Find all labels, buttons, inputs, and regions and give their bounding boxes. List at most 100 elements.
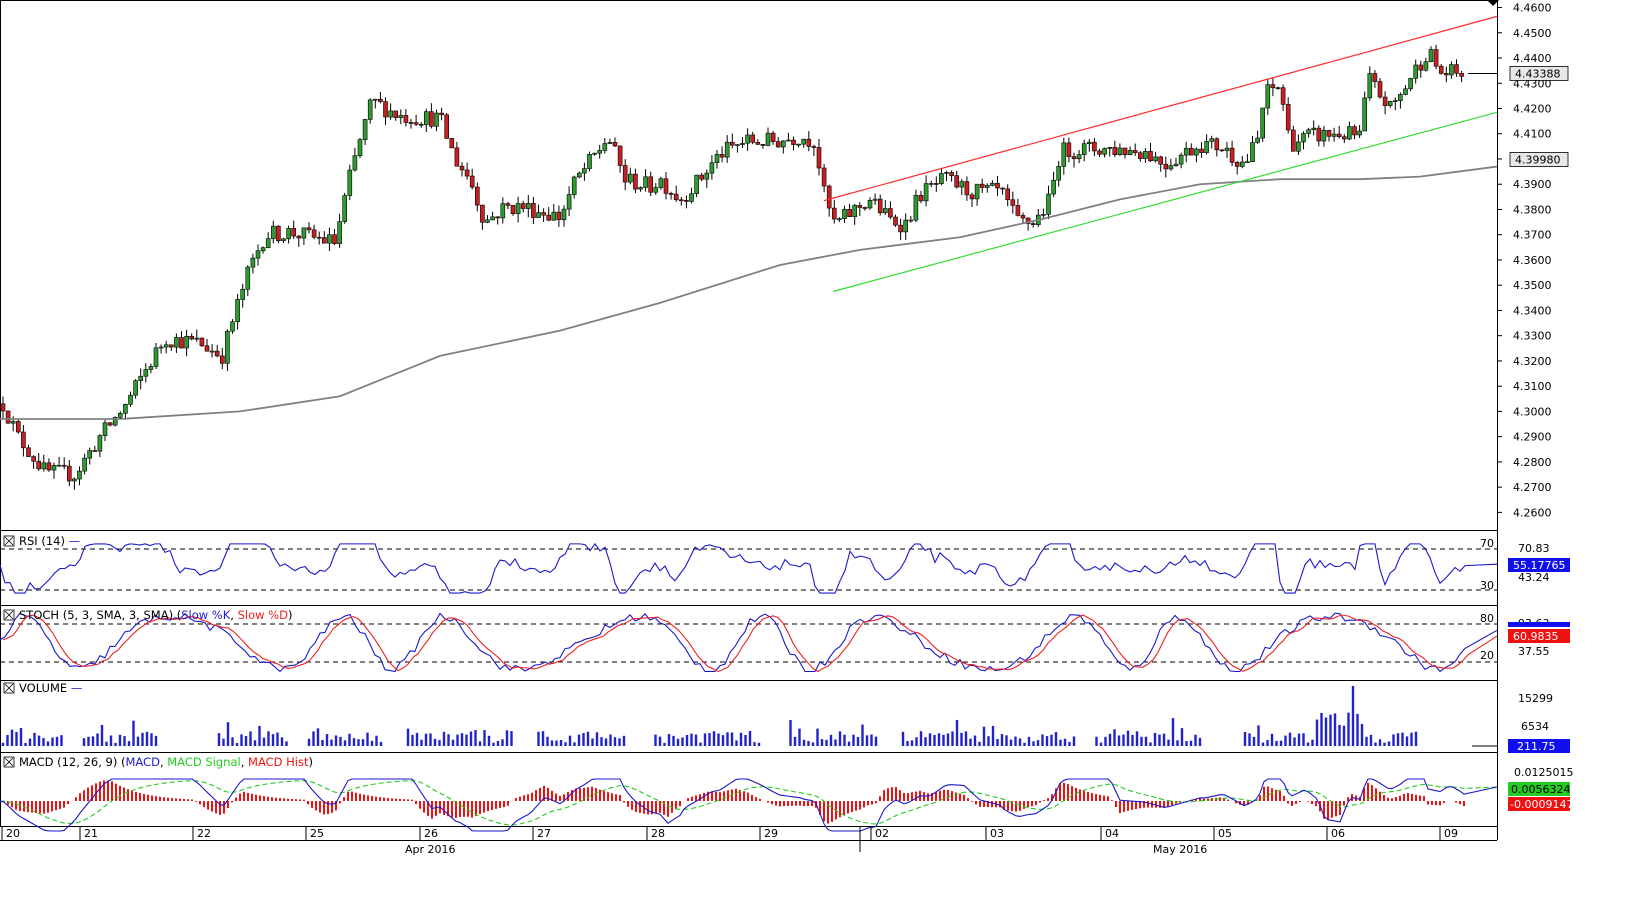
macd-hist-bar [767,801,769,803]
candle-body [1316,127,1322,142]
stoch-close-icon [4,610,14,620]
candle-body [643,176,648,188]
candle-body [612,142,618,147]
candle-body [520,203,526,209]
candle-body [153,347,159,367]
candle-body [1382,96,1388,106]
macd-signal-value-label: 0.0056324 [1511,783,1571,796]
macd-hist-bar [443,801,445,815]
volume-bar [1347,712,1350,746]
candle-body [877,198,883,214]
candle-body [82,457,87,472]
macd-hist-bar [83,790,85,801]
volume-bar [231,737,234,746]
macd-panel[interactable]: MACD (12, 26, 9) (MACD, MACD Signal, MAC… [0,755,1574,832]
macd-hist-bar [1263,786,1265,801]
macd-hist-bar [755,797,757,801]
macd-hist-bar [503,801,505,808]
macd-hist-bar [1171,801,1173,806]
candle-body [46,462,52,471]
candle-body [1138,152,1143,159]
macd-hist-bar [687,798,689,801]
upper-channel-line [823,15,1498,202]
volume-panel[interactable]: VOLUME — 15299 6534 211.75 [1,681,1570,753]
volume-bar [730,732,734,746]
volume-bar [663,742,666,746]
volume-bar [694,734,698,746]
volume-bar [586,731,590,746]
candle-body [378,98,383,102]
candle-body [847,209,852,217]
candle-body [357,139,363,156]
volume-bar [703,733,707,746]
volume-bar [960,732,963,746]
macd-hist-bar [203,801,205,808]
macd-hist-bar [1391,798,1393,801]
price-tick-label: 4.4600 [1513,2,1552,15]
candle-body [214,350,220,357]
price-panel[interactable]: 4.46004.45004.44004.43004.42004.41004.40… [0,0,1569,519]
candle-body [1449,64,1454,76]
candle-body [372,98,378,101]
volume-bar [127,741,131,746]
volume-bar [573,742,576,746]
candle-body [1296,141,1301,152]
volume-bar [1288,732,1292,746]
macd-hist-bar [1363,787,1365,801]
macd-hist-bar [447,801,449,817]
candle-body [582,168,587,174]
volume-bar [10,729,14,746]
price-tick-label: 4.3900 [1513,178,1552,191]
macd-hist-bar [1455,801,1457,803]
macd-hist-bar [1267,786,1269,801]
stoch-panel[interactable]: 80 20 STOCH (5, 3, SMA, 3, SMA) (Slow %K, … [0,608,1570,673]
macd-hist-bar [1427,801,1429,805]
macd-hist-bar [607,792,609,801]
candle-body [923,183,929,202]
volume-bar [240,734,243,746]
macd-hist-bar [355,792,357,801]
macd-hist-bar [1079,789,1081,801]
volume-bar [690,733,693,746]
macd-hist-bar [579,788,581,801]
candle-body [194,337,200,340]
candle-body [26,447,31,457]
macd-hist-bar [871,801,873,805]
macd-hist-bar [275,797,277,801]
rsi-value-box [1508,558,1570,572]
day-tick-label: 06 [1331,827,1345,840]
volume-bar [1279,740,1283,746]
candle-body [770,132,776,142]
candle-body [1423,61,1429,71]
volume-bar [946,733,950,746]
candle-body [1066,142,1072,157]
macd-hist-bar [591,786,593,801]
macd-hist-bar [507,801,509,806]
volume-bar [1243,731,1247,746]
volume-bar [1059,739,1062,746]
macd-hist-bar [975,801,977,805]
macd-hist-bar [551,790,553,801]
candle-body [1393,100,1398,102]
volume-bar [717,733,720,746]
macd-hist-bar [87,787,89,801]
macd-hist-bar [1419,795,1421,801]
macd-hist-bar [679,801,681,807]
volume-bar [1324,717,1328,746]
candle-body [607,142,613,144]
macd-hist-bar [1167,801,1169,807]
volume-bar [667,734,671,746]
volume-bar [726,732,729,746]
volume-bar [753,742,756,746]
candle-body [653,187,659,193]
volume-bar [424,733,428,746]
candle-body [735,144,740,146]
candle-body [1214,138,1220,151]
candle-body [449,138,455,149]
macd-hist-bar [779,801,781,807]
macd-hist-bar [1027,801,1029,808]
macd-hist-bar [787,801,789,806]
